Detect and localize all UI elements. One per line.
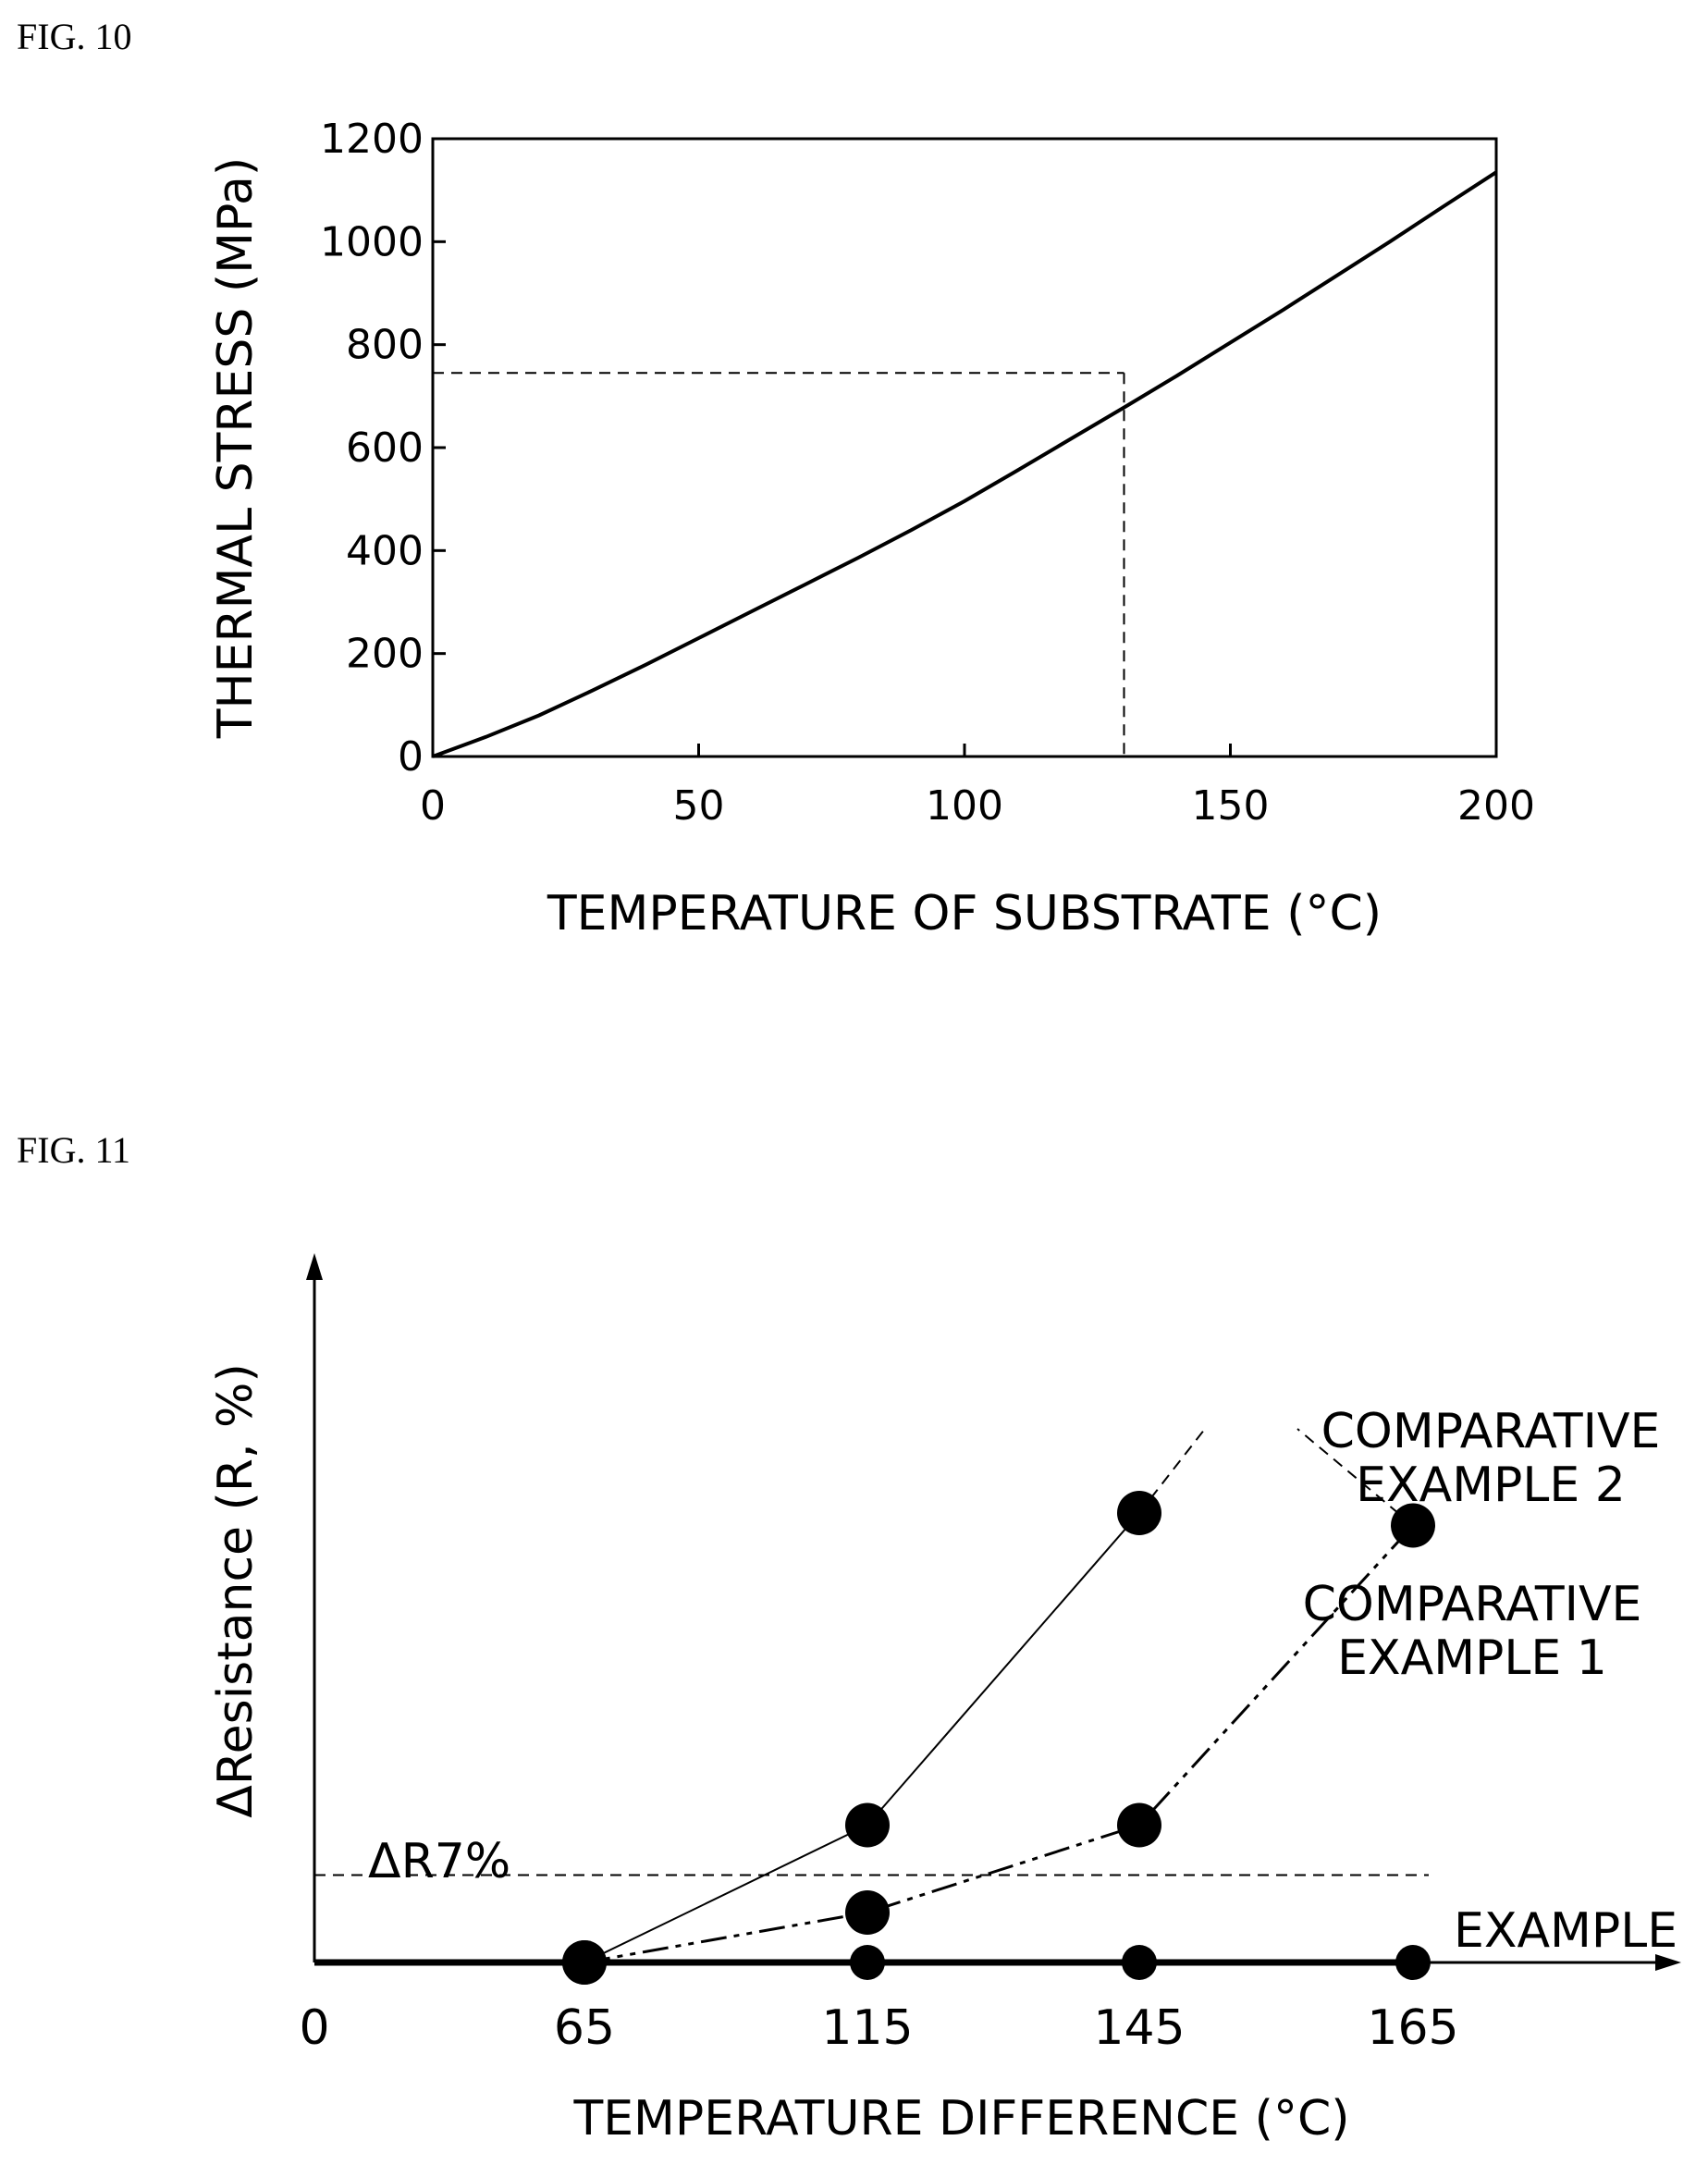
y-tick-label-600: 600 [346, 424, 424, 472]
series-label-comparative-2: COMPARATIVE EXAMPLE 2 [1321, 1404, 1661, 1513]
point-comparative-example-1-165 [1391, 1503, 1435, 1548]
y-tick-label-1000: 1000 [320, 218, 424, 265]
series-label-example: EXAMPLE [1454, 1903, 1677, 1959]
x-axis-title: TEMPERATURE DIFFERENCE (°C) [572, 2091, 1349, 2147]
x-tick-label-65: 65 [554, 2000, 615, 2056]
y-axis-title: THERMAL STRESS (MPa) [208, 157, 264, 739]
x-tick-label-0: 0 [420, 782, 446, 830]
x-tick-label-100: 100 [926, 782, 1003, 830]
y-tick-label-800: 800 [346, 322, 424, 369]
point-example-145 [1122, 1945, 1157, 1980]
point-comparative-example-2-145 [1117, 1491, 1161, 1535]
point-example-65 [567, 1945, 602, 1980]
x-axis-title: TEMPERATURE OF SUBSTRATE (°C) [547, 886, 1382, 941]
series-extension-comparative-example-2 [1138, 1428, 1206, 1514]
series-line-comparative-example-1 [584, 1524, 1415, 1964]
x-tick-label-50: 50 [673, 782, 725, 830]
x-tick-label-200: 200 [1457, 782, 1535, 830]
point-comparative-example-1-65 [562, 1940, 607, 1985]
thermal-stress-curve [432, 170, 1498, 758]
x-tick-label-145: 145 [1093, 2000, 1185, 2056]
fig10-label: FIG. 10 [17, 16, 132, 57]
y-tick-label-400: 400 [346, 527, 424, 574]
chart1-plot-frame [431, 137, 1498, 758]
point-comparative-example-2-115 [845, 1802, 890, 1848]
y-tick-label-1200: 1200 [320, 116, 424, 163]
point-example-115 [850, 1945, 885, 1980]
series-label-comparative-2-line1: COMPARATIVE [1321, 1404, 1661, 1459]
point-example-165 [1395, 1945, 1431, 1980]
series-extension-comparative-example-1 [1296, 1428, 1414, 1527]
y-tick-label-200: 200 [346, 631, 424, 678]
fig11-label: FIG. 11 [17, 1129, 130, 1171]
series-label-comparative-1-line2: EXAMPLE 1 [1337, 1630, 1607, 1686]
thermal-stress-chart: 0 200 400 600 800 1000 1200 0 50 100 150 200 TEMPE… [208, 116, 1535, 941]
y-axis-arrow [306, 1253, 323, 1280]
point-comparative-example-1-115 [845, 1890, 890, 1935]
series-line-comparative-example-2 [584, 1512, 1140, 1963]
x-tick-label-150: 150 [1192, 782, 1270, 830]
series-label-comparative-2-line2: EXAMPLE 2 [1356, 1458, 1626, 1513]
x-axis-arrow [1655, 1954, 1681, 1971]
point-comparative-example-1-145 [1117, 1802, 1161, 1848]
y-axis-title: ΔResistance (R, %) [208, 1363, 264, 1818]
y-tick-label-0: 0 [398, 733, 424, 781]
x-tick-label-115: 115 [821, 2000, 913, 2056]
series-label-comparative-1: COMPARATIVE EXAMPLE 1 [1303, 1577, 1642, 1686]
x-tick-label-0: 0 [299, 2000, 329, 2056]
x-tick-label-165: 165 [1367, 2000, 1458, 2056]
series-label-comparative-1-line1: COMPARATIVE [1303, 1577, 1642, 1632]
threshold-label: ΔR7% [368, 1834, 510, 1889]
point-comparative-example-2-65 [562, 1940, 607, 1985]
